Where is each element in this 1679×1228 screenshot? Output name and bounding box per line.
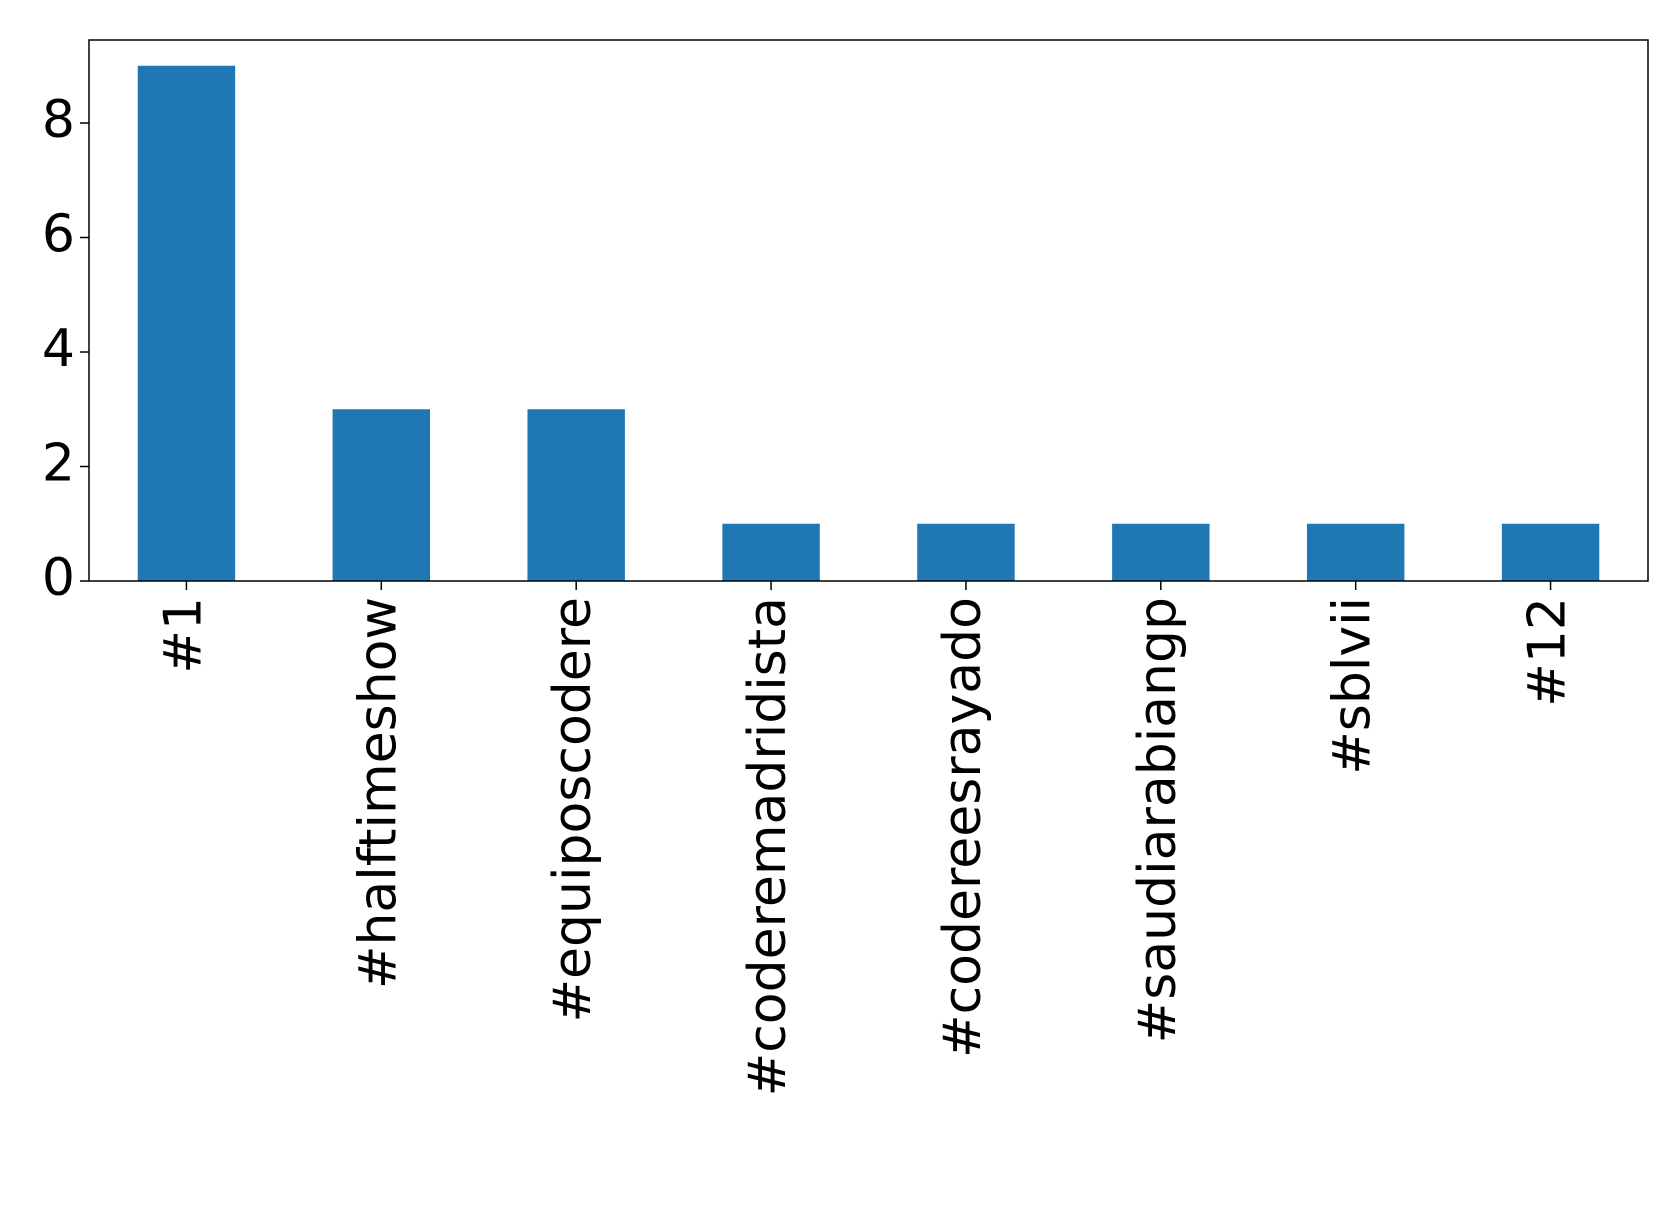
y-tick-label: 8 xyxy=(42,90,75,150)
x-tick-label: #1 xyxy=(153,597,213,674)
x-tick-label: #sblvii xyxy=(1323,597,1383,775)
x-tick-label: #equiposcodere xyxy=(543,597,603,1023)
y-tick-label: 6 xyxy=(42,205,75,265)
plot-frame xyxy=(88,39,1649,582)
bar xyxy=(332,409,431,581)
x-tick-label: #coderemadridista xyxy=(738,597,798,1096)
bar xyxy=(1501,523,1600,581)
y-tick-label: 0 xyxy=(42,548,75,608)
bar xyxy=(527,409,625,581)
x-tick-label: #codereesrayado xyxy=(933,597,993,1058)
bar xyxy=(1306,523,1405,581)
bar xyxy=(137,65,236,581)
bar xyxy=(917,523,1015,581)
x-tick-label: #saudiarabiangp xyxy=(1128,597,1188,1043)
y-tick-label: 4 xyxy=(42,319,75,379)
x-tick-label: #halftimeshow xyxy=(348,597,408,989)
bar xyxy=(1112,523,1210,581)
bar xyxy=(722,523,820,581)
x-tick-label: #12 xyxy=(1518,597,1578,707)
y-tick-label: 2 xyxy=(42,434,75,494)
